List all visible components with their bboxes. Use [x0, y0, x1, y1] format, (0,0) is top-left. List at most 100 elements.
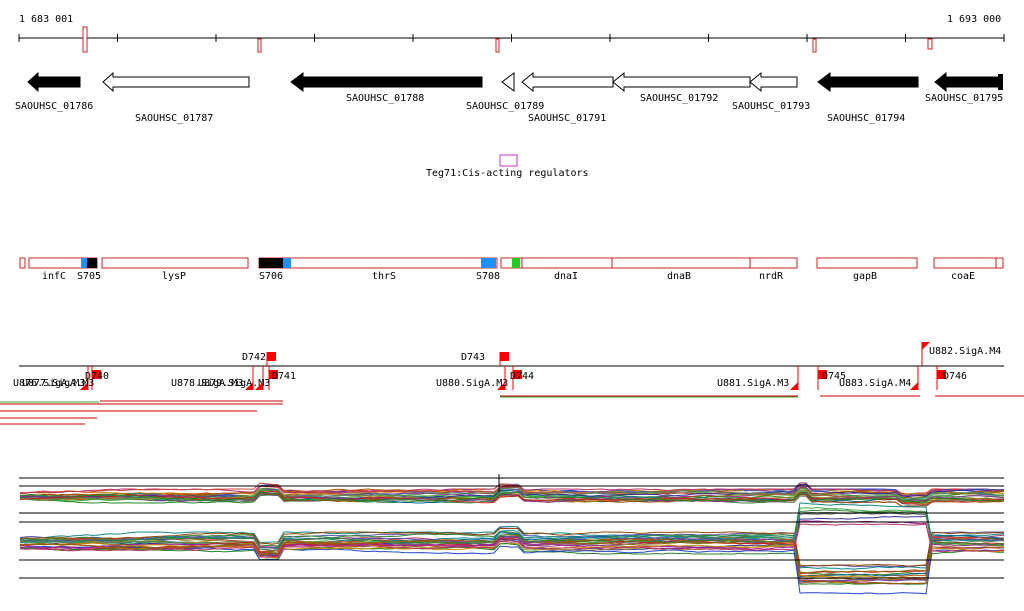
start-coordinate: 1 683 001 [19, 14, 73, 25]
expression-profile [19, 509, 1005, 551]
expression-profile [19, 492, 1005, 503]
expression-profile [19, 538, 1005, 584]
operon-segment-blue [481, 258, 496, 268]
gene-label: SAOUHSC_01786 [15, 101, 93, 112]
expression-profile [19, 525, 1005, 570]
gene-label: SAOUHSC_01788 [346, 93, 424, 104]
promoter-label: D743 [461, 352, 485, 363]
operon-label: gapB [853, 271, 877, 282]
promoter-flag [92, 370, 101, 379]
promoter-label: D745 [822, 371, 846, 382]
promoter-flag [497, 382, 505, 390]
promoter-label: U882.SigA.M4 [929, 346, 1001, 357]
operon-segment-black [259, 258, 283, 268]
position-marker [495, 38, 500, 53]
promoter-label: D744 [510, 371, 534, 382]
promoter-flag [910, 382, 918, 390]
promoter-label: U878.SigA.M3 [171, 378, 243, 389]
promoter-flag [513, 370, 522, 379]
operon-label: S708 [476, 271, 500, 282]
promoter-label: D746 [943, 371, 967, 382]
gene-arrow-SAOUHSC_01788[interactable] [290, 72, 483, 92]
promoter-label: D742 [242, 352, 266, 363]
operon-label: nrdR [759, 271, 784, 282]
promoter-label: U876.SigA.M3 [13, 378, 85, 389]
gene-label: SAOUHSC_01792 [640, 93, 718, 104]
expression-profile [19, 545, 1005, 595]
end-coordinate: 1 693 000 [947, 14, 1001, 25]
operon-segment-green [512, 258, 520, 268]
regulators-track: Teg71:Cis-acting regulators [426, 154, 589, 179]
expression-profile [20, 542, 1005, 585]
position-marker [927, 38, 933, 50]
position-marker [812, 38, 817, 53]
gene-arrow-SAOUHSC_01789[interactable] [501, 72, 515, 92]
gene-label: SAOUHSC_01789 [466, 101, 544, 112]
operon-label: lysP [162, 271, 186, 282]
gene-arrow-SAOUHSC_01786[interactable] [27, 71, 81, 93]
operon-box-dnaI[interactable] [500, 257, 798, 269]
expression-profile [19, 527, 1005, 567]
expression-profile [19, 515, 1005, 557]
gene-label: SAOUHSC_01795 [925, 93, 1003, 104]
operon-box[interactable] [19, 257, 26, 269]
operon-segment-black [87, 258, 97, 268]
gene-arrow-SAOUHSC_01794[interactable] [817, 72, 919, 92]
gene-label: SAOUHSC_01787 [135, 113, 213, 124]
regulator-box[interactable] [499, 154, 518, 167]
expression-profile [19, 502, 1005, 549]
operons-track: infC S705 lysP S706 thrS S708 dnaI dnaB … [19, 257, 1004, 282]
expression-profile [19, 523, 1005, 558]
operon-label: infC [42, 271, 66, 282]
promoter-flag [269, 370, 278, 379]
expression-profile [20, 530, 1005, 577]
promoters-track: D740 D741 D742 D743 D744 D745 D746 U876.… [13, 342, 1004, 390]
gene-arrow-SAOUHSC_01787[interactable] [102, 71, 250, 93]
gene-label: SAOUHSC_01794 [827, 113, 905, 124]
operon-box-gapB[interactable] [816, 257, 918, 269]
operon-label: dnaI [554, 271, 578, 282]
operon-box-lysP[interactable] [101, 257, 249, 269]
promoter-label: D741 [272, 371, 296, 382]
promoter-flag [818, 370, 827, 379]
promoter-label: U877.SigA.M3 [22, 378, 94, 389]
transcripts-track [0, 395, 1024, 425]
coordinate-ruler: 1 683 001 1 693 000 [18, 14, 1005, 53]
regulator-label: Teg71:Cis-acting regulators [426, 168, 589, 179]
promoter-label: D740 [85, 371, 109, 382]
promoter-flag [267, 352, 276, 361]
operon-box-thrS[interactable] [258, 257, 498, 269]
genes-track: SAOUHSC_01786 SAOUHSC_01787 SAOUHSC_0178… [15, 71, 1003, 124]
operon-label: thrS [372, 271, 396, 282]
gene-arrow-SAOUHSC_01792[interactable] [612, 71, 751, 93]
promoter-flag [255, 382, 263, 390]
operon-label: coaE [951, 271, 975, 282]
gene-arrow-SAOUHSC_01791[interactable] [521, 71, 614, 93]
operon-box-coaE[interactable] [933, 257, 1004, 269]
promoter-label: U881.SigA.M3 [717, 378, 789, 389]
expression-profile [19, 482, 1005, 506]
gene-label: SAOUHSC_01793 [732, 101, 810, 112]
promoter-flag [500, 352, 509, 361]
operon-segment-blue [81, 258, 87, 268]
promoter-flag [922, 342, 930, 350]
promoter-label: U879.SigA.M3 [198, 378, 270, 389]
operon-segment-blue [283, 258, 291, 268]
promoter-flag [80, 382, 88, 390]
promoter-flag [245, 382, 253, 390]
operon-label: dnaB [667, 271, 691, 282]
operon-label: S705 [77, 271, 101, 282]
promoter-label: U880.SigA.M3 [436, 378, 508, 389]
promoter-flag [937, 370, 946, 379]
expression-profile [19, 491, 1005, 503]
gene-arrow-SAOUHSC_01793[interactable] [749, 71, 798, 93]
position-marker [82, 26, 88, 53]
position-marker [257, 38, 262, 53]
promoter-label: U883.SigA.M4 [839, 378, 911, 389]
expression-track [19, 474, 1005, 595]
gene-arrow-SAOUHSC_01795[interactable] [934, 71, 999, 93]
operon-label: S706 [259, 271, 283, 282]
promoter-flag [790, 382, 798, 390]
gene-label: SAOUHSC_01791 [528, 113, 606, 124]
